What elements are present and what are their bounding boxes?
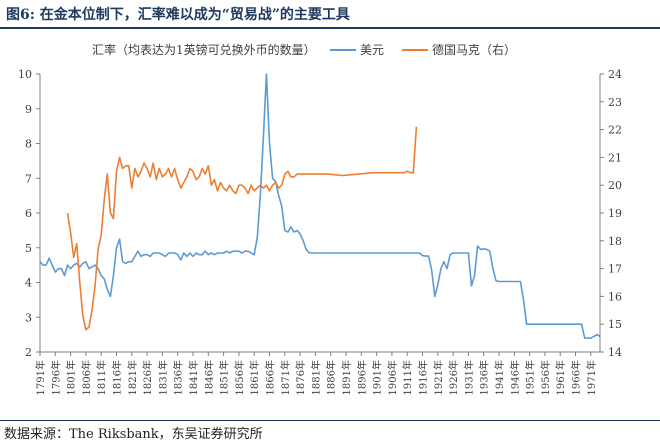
x-tick-label: 1966年 bbox=[570, 360, 583, 395]
y-right-tick-label: 17 bbox=[608, 263, 622, 276]
x-tick-label: 1946年 bbox=[508, 360, 521, 395]
x-tick-label: 1796年 bbox=[49, 360, 62, 395]
y-left-tick-label: 4 bbox=[25, 277, 32, 290]
x-tick-label: 1851年 bbox=[218, 360, 231, 395]
legend-label-usd: 美元 bbox=[360, 43, 384, 57]
x-tick-label: 1841年 bbox=[187, 360, 200, 395]
x-tick-label: 1856年 bbox=[233, 360, 246, 395]
x-tick-label: 1806年 bbox=[80, 360, 93, 395]
figure-title: 图6: 在金本位制下，汇率难以成为“贸易战”的主要工具 bbox=[6, 7, 350, 23]
x-tick-label: 1961年 bbox=[554, 360, 567, 395]
x-tick-label: 1941年 bbox=[493, 360, 506, 395]
x-tick-label: 1901年 bbox=[371, 360, 384, 395]
x-tick-label: 1826年 bbox=[141, 360, 154, 395]
y-left-tick-label: 2 bbox=[25, 346, 32, 359]
x-tick-label: 1846年 bbox=[202, 360, 215, 395]
y-right-tick-label: 22 bbox=[608, 124, 622, 137]
x-tick-label: 1911年 bbox=[401, 360, 414, 395]
legend-label-dem: 德国马克（右） bbox=[432, 42, 516, 57]
y-left-tick-label: 10 bbox=[18, 68, 32, 81]
x-tick-label: 1971年 bbox=[585, 360, 598, 395]
x-tick-label: 1816年 bbox=[111, 360, 124, 395]
x-tick-label: 1951年 bbox=[524, 360, 537, 395]
x-tick-label: 1871年 bbox=[279, 360, 292, 395]
x-tick-label: 1861年 bbox=[248, 360, 261, 395]
y-right-tick-label: 15 bbox=[608, 318, 622, 331]
y-axis-label: 汇率（均表达为1英镑可兑换外币的数量） bbox=[92, 42, 316, 57]
chart-area: 2 3 4 5 6 7 8 9 10 14 15 16 17 18 19 20 21 22 23 24 1791年 179… bbox=[0, 30, 660, 420]
data-source: 数据来源：The Riksbank，东吴证券研究所 bbox=[4, 427, 263, 442]
x-tick-label: 1821年 bbox=[126, 360, 139, 395]
source-divider bbox=[0, 420, 660, 421]
x-tick-label: 1836年 bbox=[172, 360, 185, 395]
y-right-tick-label: 19 bbox=[608, 207, 622, 220]
y-right-tick-label: 18 bbox=[608, 235, 622, 248]
x-tick-label: 1866年 bbox=[264, 360, 277, 395]
x-tick-label: 1891年 bbox=[340, 360, 353, 395]
x-tick-label: 1926年 bbox=[447, 360, 460, 395]
series-line-usd bbox=[39, 73, 601, 339]
x-tick-label: 1906年 bbox=[386, 360, 399, 395]
title-divider bbox=[0, 27, 660, 29]
x-tick-label: 1811年 bbox=[95, 360, 108, 395]
x-tick-label: 1831年 bbox=[156, 360, 169, 395]
y-left-tick-label: 7 bbox=[25, 172, 32, 185]
y-left-tick-label: 6 bbox=[25, 207, 32, 220]
x-tick-label: 1881年 bbox=[309, 360, 322, 395]
y-right-tick-label: 14 bbox=[608, 346, 622, 359]
x-tick-label: 1921年 bbox=[432, 360, 445, 395]
y-left-tick-label: 9 bbox=[25, 103, 32, 116]
x-tick-label: 1791年 bbox=[34, 360, 47, 395]
y-left-tick-label: 5 bbox=[25, 242, 32, 255]
y-right-tick-label: 24 bbox=[608, 68, 622, 81]
y-left-tick-label: 3 bbox=[25, 311, 32, 324]
x-tick-label: 1801年 bbox=[65, 360, 78, 395]
x-tick-label: 1936年 bbox=[478, 360, 491, 395]
x-tick-label: 1876年 bbox=[294, 360, 307, 395]
y-right-tick-label: 20 bbox=[608, 179, 622, 192]
title-bar: 图6: 在金本位制下，汇率难以成为“贸易战”的主要工具 bbox=[0, 0, 660, 26]
x-tick-label: 1886年 bbox=[325, 360, 338, 395]
y-right-tick-label: 16 bbox=[608, 290, 622, 303]
y-right-tick-label: 23 bbox=[608, 96, 622, 109]
x-tick-label: 1931年 bbox=[462, 360, 475, 395]
x-tick-label: 1916年 bbox=[417, 360, 430, 395]
x-tick-label: 1896年 bbox=[355, 360, 368, 395]
series-line-dem bbox=[66, 126, 418, 331]
x-tick-label: 1956年 bbox=[539, 360, 552, 395]
y-left-tick-label: 8 bbox=[25, 138, 32, 151]
y-right-tick-label: 21 bbox=[608, 151, 622, 164]
